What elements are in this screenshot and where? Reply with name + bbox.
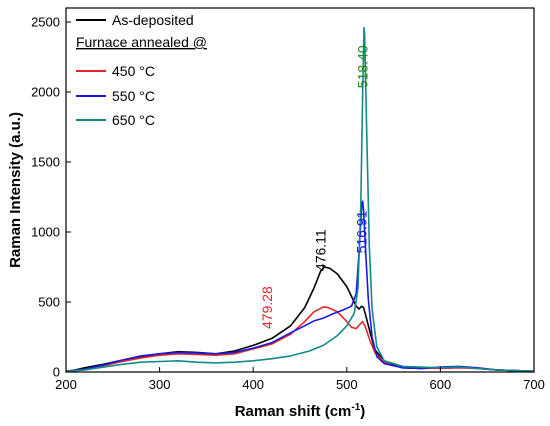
y-tick-label: 1000	[31, 225, 60, 240]
ticks-layer: 200 300 400 500 600 700 0 500 1000 1500 2000 2500	[31, 15, 545, 393]
peak-annotation-0: 518.40	[354, 45, 370, 88]
peak-annotation-3: 479.28	[259, 286, 275, 329]
series-line-2	[65, 200, 535, 373]
legend: As-deposited Furnace annealed @ 450 °C 5…	[76, 12, 207, 128]
x-axis-title: Raman shift (cm-1)	[235, 402, 366, 420]
series-line-3	[65, 26, 535, 373]
x-axis-title-main: Raman shift (cm	[235, 403, 352, 420]
x-tick-label: 500	[336, 377, 358, 392]
y-tick-label: 0	[53, 365, 60, 380]
y-tick-label: 1500	[31, 155, 60, 170]
y-tick-label: 2500	[31, 15, 60, 30]
x-tick-label: 300	[149, 377, 171, 392]
x-axis-title-sup: -1	[351, 402, 360, 413]
x-tick-label: 200	[55, 377, 77, 392]
peak-annotation-2: 476.11	[312, 229, 328, 271]
x-tick-label: 400	[242, 377, 264, 392]
legend-label-650: 650 °C	[112, 112, 155, 128]
x-axis-title-end: )	[360, 403, 365, 420]
legend-label-450: 450 °C	[112, 63, 155, 79]
y-tick-label: 2000	[31, 85, 60, 100]
x-tick-label: 700	[523, 377, 545, 392]
series-layer	[65, 26, 535, 373]
peak-annotation-1: 516.91	[353, 210, 369, 253]
plot-frame	[65, 7, 535, 373]
x-tick-label: 600	[430, 377, 452, 392]
y-axis-title: Raman Intensity (a.u.)	[7, 112, 24, 268]
legend-label-as-deposited: As-deposited	[112, 12, 194, 28]
legend-heading: Furnace annealed @	[76, 34, 207, 50]
annotation-layer: 518.40 516.91 476.11 479.28	[259, 45, 370, 329]
y-tick-label: 500	[38, 295, 60, 310]
legend-label-550: 550 °C	[112, 88, 155, 104]
